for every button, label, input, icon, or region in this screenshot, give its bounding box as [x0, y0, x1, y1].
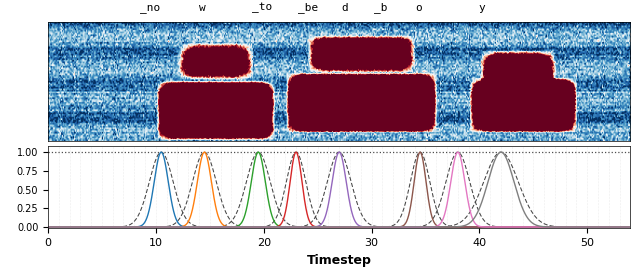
Text: _no: _no [140, 4, 160, 13]
Text: _b: _b [374, 2, 388, 13]
Text: y: y [479, 4, 485, 13]
Text: o: o [415, 4, 422, 13]
X-axis label: Timestep: Timestep [307, 254, 372, 267]
Text: _to: _to [252, 3, 273, 13]
Text: w: w [199, 4, 205, 13]
Text: d: d [342, 4, 348, 13]
Text: _be: _be [298, 2, 319, 13]
